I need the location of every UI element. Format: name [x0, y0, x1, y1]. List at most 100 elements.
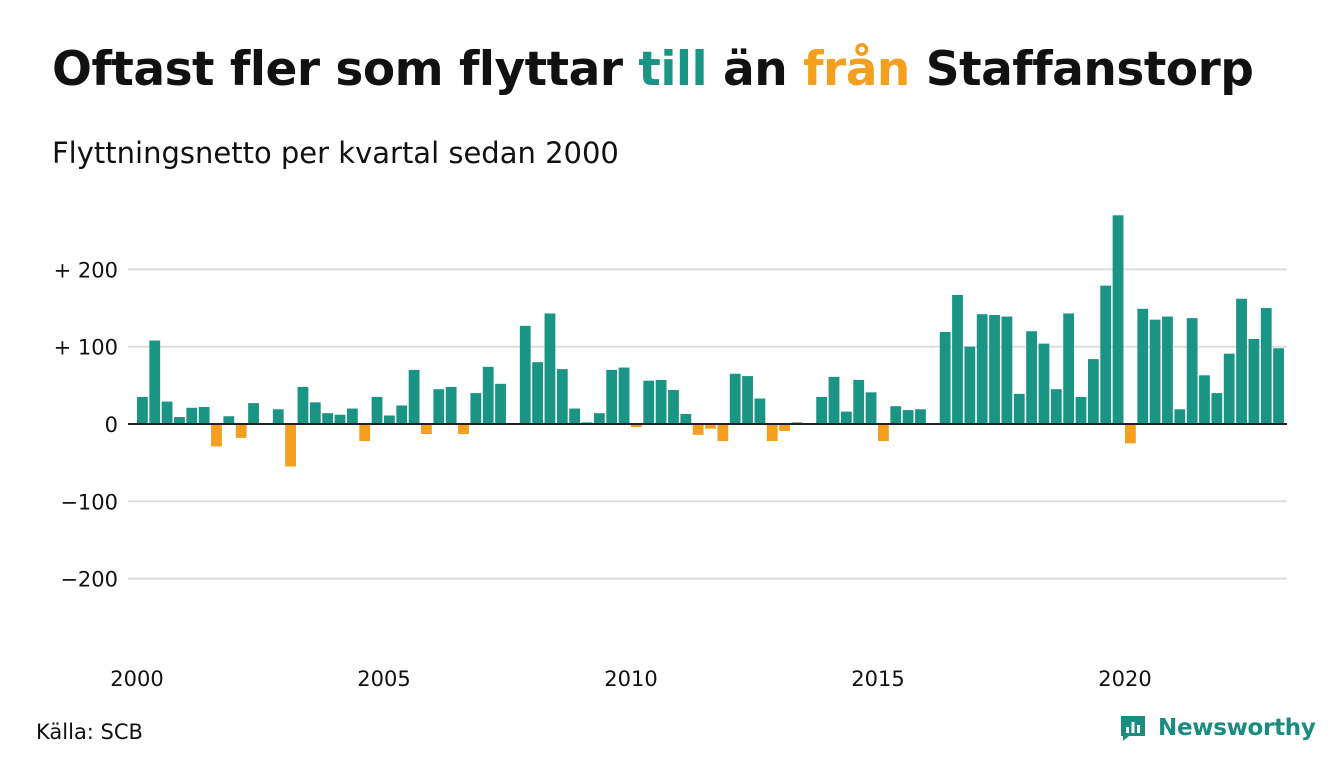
bar: [532, 362, 543, 424]
x-tick-label: 2020: [1098, 667, 1151, 691]
x-tick-label: 2005: [357, 667, 410, 691]
y-tick-label: −200: [60, 568, 118, 592]
bar: [235, 424, 247, 438]
bar: [1038, 343, 1050, 424]
bar: [1248, 338, 1260, 424]
bar: [519, 325, 531, 424]
bar: [593, 413, 605, 424]
bar: [1186, 318, 1198, 424]
bar: [285, 424, 296, 467]
bar: [408, 369, 420, 424]
y-tick-label: 0: [105, 413, 118, 437]
bar: [544, 313, 556, 424]
bar: [643, 380, 655, 424]
bar: [890, 406, 902, 424]
title-till: till: [638, 42, 708, 97]
bar: [569, 408, 581, 424]
newsworthy-chart-icon: [1121, 716, 1145, 741]
y-tick-label: −100: [60, 490, 118, 514]
bar: [346, 408, 358, 424]
bar: [1050, 389, 1062, 424]
bar: [1199, 375, 1210, 424]
bar: [1149, 319, 1161, 424]
title-fran: från: [803, 42, 910, 97]
bar: [840, 411, 852, 424]
bar: [149, 340, 161, 424]
bar: [952, 294, 963, 424]
bar: [384, 415, 395, 424]
bar: [717, 424, 729, 442]
x-tick-label: 2010: [604, 667, 657, 691]
bar: [1026, 331, 1037, 424]
bar: [1273, 348, 1284, 424]
bar: [828, 376, 840, 424]
bar: [1013, 393, 1025, 424]
bar: [754, 398, 766, 424]
bar: [631, 424, 642, 428]
bar: [421, 424, 432, 435]
chart-subtitle: Flyttningsnetto per kvartal sedan 2000: [52, 136, 619, 170]
bar: [458, 424, 469, 435]
bar: [766, 424, 778, 442]
bar: [322, 413, 334, 424]
bar: [272, 409, 284, 424]
bar: [964, 346, 976, 424]
bar: [1100, 285, 1112, 424]
bar: [309, 402, 321, 424]
bars-layer: [137, 215, 1284, 467]
bar: [137, 396, 148, 424]
bar: [606, 369, 618, 424]
bar: [495, 383, 506, 424]
bar: [692, 424, 704, 435]
bar: [742, 376, 753, 424]
bar: [211, 424, 222, 447]
grid-layer: [128, 268, 1287, 580]
bar: [816, 396, 828, 424]
bar: [705, 424, 716, 429]
bar: [161, 401, 173, 424]
bar: [1137, 308, 1149, 424]
bar: [359, 424, 371, 442]
bar: [198, 406, 210, 424]
bar: [1063, 313, 1075, 424]
bar: [470, 393, 482, 424]
bar: [186, 407, 198, 424]
y-tick-label: + 100: [54, 336, 118, 360]
bar: [680, 413, 692, 424]
bar: [1174, 409, 1186, 424]
bar: [482, 366, 494, 424]
title-part-2: än: [707, 42, 804, 97]
bar: [223, 416, 235, 424]
bar: [668, 389, 679, 424]
bar: [729, 373, 741, 424]
bar: [1125, 424, 1136, 444]
bar: [1075, 396, 1087, 424]
bar: [445, 386, 457, 424]
bar: [853, 379, 865, 424]
bar: [655, 379, 667, 424]
bar: [865, 392, 877, 424]
bar: [1162, 316, 1173, 424]
bar: [779, 424, 790, 431]
bar: [174, 417, 185, 424]
bar: [1001, 316, 1013, 424]
chart-title: Oftast fler som flyttar till än från Sta…: [52, 42, 1254, 97]
bar: [878, 424, 889, 442]
bar: [976, 314, 988, 424]
newsworthy-logo: Newsworthy: [1118, 713, 1316, 743]
bar: [334, 414, 346, 424]
logo-text: Newsworthy: [1158, 715, 1316, 741]
bar: [1112, 215, 1124, 424]
x-tick-label: 2015: [851, 667, 904, 691]
bar: [556, 369, 568, 424]
bar: [297, 386, 309, 424]
bar: [248, 403, 259, 424]
y-tick-label: + 200: [54, 258, 118, 282]
bar: [939, 332, 951, 424]
source-note: Källa: SCB: [36, 720, 143, 744]
bar: [1236, 298, 1247, 424]
bar: [371, 396, 383, 424]
bar: [433, 389, 445, 424]
bar: [1260, 308, 1272, 424]
